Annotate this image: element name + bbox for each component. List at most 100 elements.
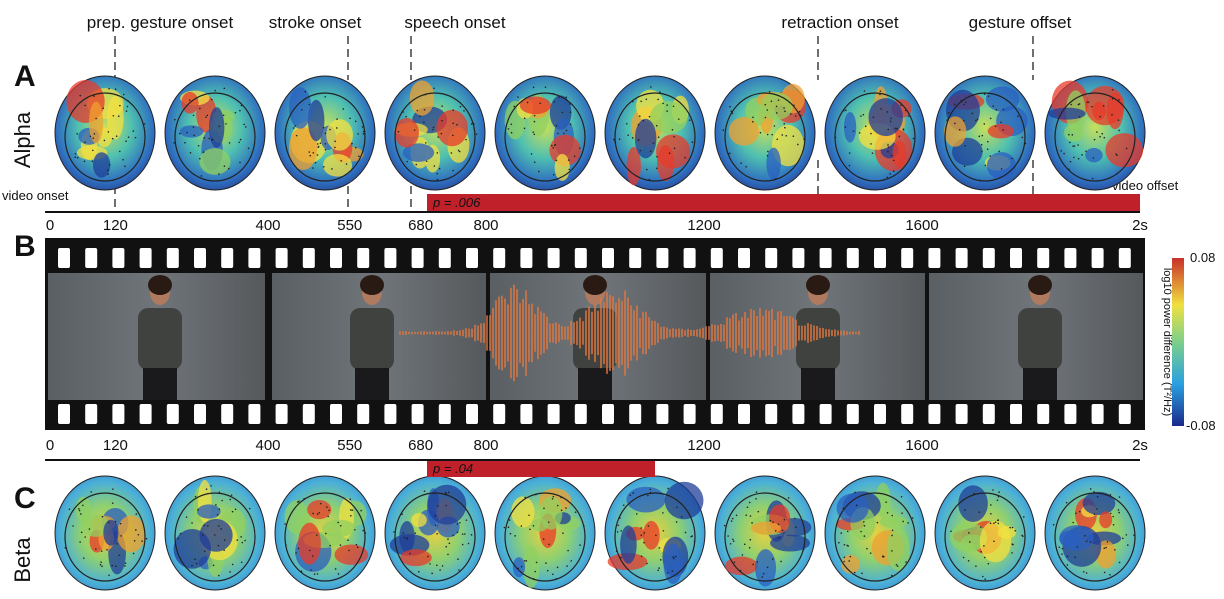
sensor (858, 132, 861, 134)
sensor (189, 151, 192, 154)
sensor (565, 129, 568, 132)
sensor (993, 540, 995, 543)
timeline-tick-label: 1600 (905, 437, 938, 454)
event-label: stroke onset (269, 13, 362, 32)
sensor (107, 169, 109, 171)
sensor (964, 145, 966, 147)
sprocket (710, 248, 723, 268)
head-blob (81, 514, 110, 537)
sensor (1118, 511, 1120, 514)
sensor (569, 103, 571, 105)
sensor (205, 116, 207, 118)
sensor (619, 517, 621, 519)
sensor (552, 495, 555, 498)
topoplot (274, 75, 376, 191)
sensor (1072, 521, 1075, 524)
sensor (1085, 150, 1087, 153)
timeline-tick-label: 0 (46, 217, 54, 234)
sprocket (493, 248, 506, 268)
sensor (616, 531, 619, 533)
sensor (1078, 103, 1081, 105)
head-blob (841, 554, 861, 574)
head-blob (944, 116, 967, 147)
sensor (657, 136, 660, 138)
sensor (197, 508, 199, 511)
sensor (413, 129, 416, 131)
sensor (803, 138, 805, 140)
sensor (137, 533, 140, 536)
sensor (191, 564, 193, 567)
sensor (132, 130, 135, 132)
sensor (432, 126, 435, 129)
head-outline (284, 92, 366, 182)
sensor (980, 526, 982, 528)
sprocket (1010, 404, 1022, 424)
timeline-tick-label: 680 (408, 217, 433, 234)
head-blob (657, 144, 675, 182)
sensor (304, 90, 307, 93)
sensor (546, 569, 549, 572)
sensor (1011, 157, 1013, 160)
head-outline (1054, 492, 1136, 582)
head-blob (307, 99, 325, 142)
sensor (894, 127, 897, 130)
sensor (295, 552, 297, 554)
sensor (218, 525, 220, 527)
sensor (1117, 119, 1120, 122)
sensor (84, 536, 86, 538)
sensor (470, 123, 473, 125)
sensor (1103, 547, 1106, 549)
sensor (989, 117, 992, 120)
sensor (192, 114, 195, 117)
video-onset: video onset (2, 188, 69, 203)
sensor (1078, 510, 1081, 513)
sprocket (112, 404, 125, 424)
sensor (756, 561, 759, 563)
sensor (770, 100, 773, 103)
sensor (1075, 512, 1077, 515)
sprocket (85, 404, 98, 424)
sensor (178, 132, 181, 135)
sensor (447, 553, 449, 556)
sensor (345, 163, 348, 165)
sensor (452, 169, 454, 172)
sensor (433, 87, 435, 90)
sensor (1112, 515, 1115, 518)
sensor (891, 550, 893, 552)
topoplot (604, 475, 706, 591)
head-blob (116, 515, 146, 553)
head-blob (766, 147, 781, 180)
sensor (860, 115, 862, 117)
sensor (459, 521, 461, 524)
sensor (125, 140, 127, 142)
head-blob (879, 515, 908, 528)
sensor (879, 93, 881, 96)
sensor (979, 179, 981, 182)
sensor (958, 128, 961, 131)
sensor (316, 143, 319, 145)
sensor (445, 545, 448, 548)
sensor (194, 495, 197, 498)
sensor (748, 546, 751, 549)
sensor (787, 497, 790, 499)
head-blob (979, 520, 1012, 563)
sensor (989, 155, 992, 157)
sensor (774, 530, 777, 532)
sensor (362, 130, 365, 133)
sensor (552, 573, 554, 576)
sensor (637, 123, 640, 126)
sensor (431, 572, 433, 575)
sensor (124, 165, 126, 168)
sensor (125, 110, 128, 112)
sensor (1093, 491, 1095, 493)
sensor (1073, 156, 1075, 159)
sensor (655, 534, 657, 536)
sensor (423, 109, 426, 111)
head-blob (179, 125, 204, 138)
sensor (980, 550, 982, 553)
sensor (1093, 513, 1096, 516)
sensor (517, 96, 519, 98)
head-blob (334, 544, 369, 565)
topoplot (714, 475, 816, 591)
